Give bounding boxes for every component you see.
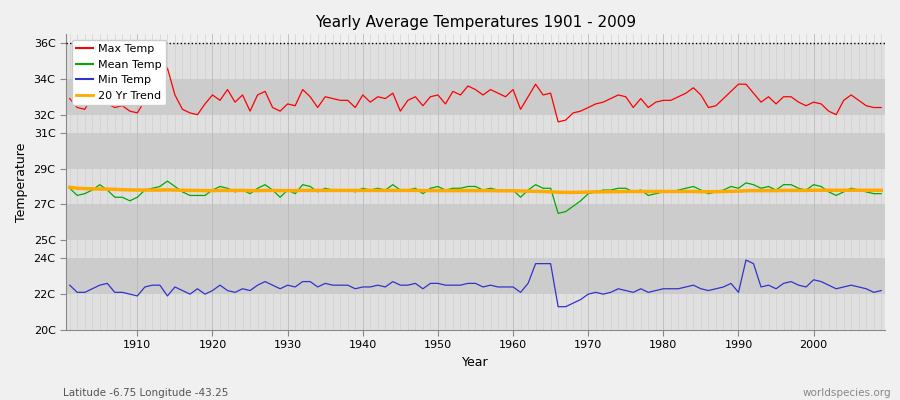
Bar (66, 294, 885, 330)
20 Yr Trend (64, 185, 75, 190)
Max Temp (515, 107, 526, 112)
Max Temp (124, 109, 135, 114)
Mean Temp (613, 186, 624, 191)
Bar (66, 79, 885, 115)
Mean Temp (124, 198, 135, 203)
Mean Temp (508, 188, 518, 192)
Text: worldspecies.org: worldspecies.org (803, 388, 891, 398)
20 Yr Trend (335, 188, 346, 193)
Bar (66, 43, 885, 79)
Min Temp (606, 290, 616, 295)
Max Temp (553, 120, 563, 124)
20 Yr Trend (290, 188, 301, 193)
Bar (66, 204, 885, 240)
Mean Temp (515, 195, 526, 200)
20 Yr Trend (124, 188, 135, 192)
Mean Temp (162, 179, 173, 184)
Line: Mean Temp: Mean Temp (69, 181, 881, 213)
20 Yr Trend (606, 189, 616, 194)
Min Temp (553, 304, 563, 309)
20 Yr Trend (561, 190, 572, 195)
Min Temp (290, 284, 301, 289)
Legend: Max Temp, Mean Temp, Min Temp, 20 Yr Trend: Max Temp, Mean Temp, Min Temp, 20 Yr Tre… (71, 40, 166, 105)
Max Temp (508, 87, 518, 92)
Text: Latitude -6.75 Longitude -43.25: Latitude -6.75 Longitude -43.25 (63, 388, 229, 398)
Mean Temp (876, 191, 886, 196)
Bar (66, 115, 885, 133)
Bar (66, 258, 885, 294)
Bar (66, 133, 885, 168)
Max Temp (613, 92, 624, 97)
Y-axis label: Temperature: Temperature (15, 142, 28, 222)
Line: Max Temp: Max Temp (69, 68, 881, 122)
Min Temp (508, 284, 518, 289)
Bar (66, 168, 885, 204)
Bar (66, 240, 885, 258)
Title: Yearly Average Temperatures 1901 - 2009: Yearly Average Temperatures 1901 - 2009 (315, 15, 636, 30)
Mean Temp (553, 211, 563, 216)
Line: Min Temp: Min Temp (69, 260, 881, 307)
Min Temp (64, 283, 75, 288)
Max Temp (342, 98, 353, 103)
Min Temp (335, 283, 346, 288)
Min Temp (741, 258, 751, 262)
Max Temp (297, 87, 308, 92)
Min Temp (124, 292, 135, 296)
Min Temp (876, 288, 886, 293)
Mean Temp (342, 188, 353, 192)
Max Temp (64, 96, 75, 101)
Max Temp (162, 66, 173, 70)
Mean Temp (297, 182, 308, 187)
Line: 20 Yr Trend: 20 Yr Trend (69, 187, 881, 192)
20 Yr Trend (876, 188, 886, 193)
20 Yr Trend (500, 188, 511, 193)
X-axis label: Year: Year (463, 356, 489, 369)
Mean Temp (64, 186, 75, 191)
Max Temp (876, 105, 886, 110)
20 Yr Trend (508, 188, 518, 193)
Min Temp (500, 284, 511, 289)
